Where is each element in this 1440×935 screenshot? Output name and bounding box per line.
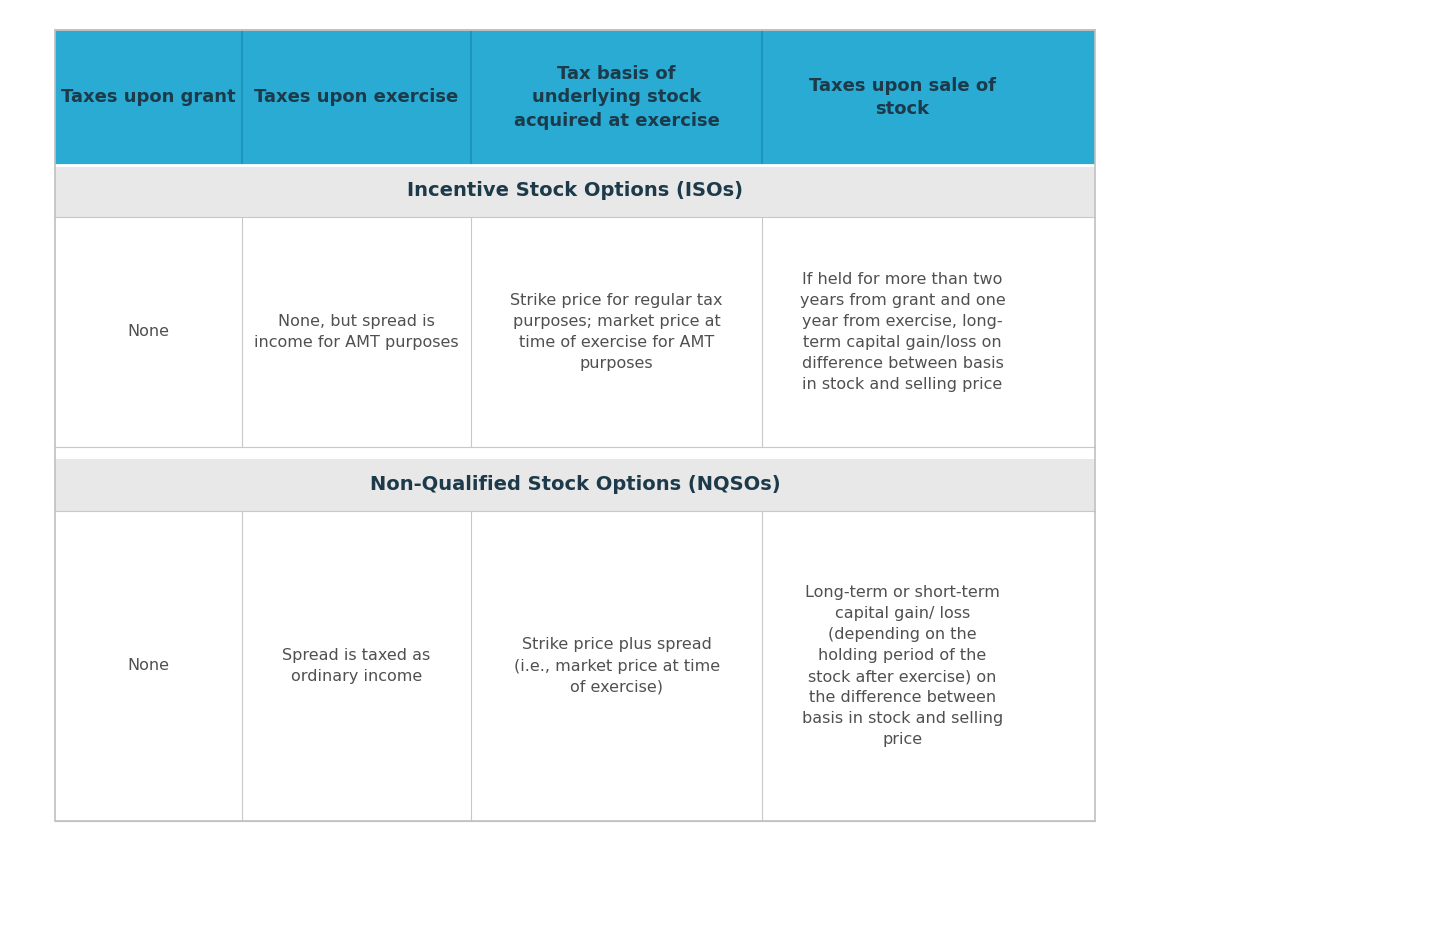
Text: Strike price plus spread
(i.e., market price at time
of exercise): Strike price plus spread (i.e., market p…	[514, 638, 720, 695]
Bar	[55, 447, 1094, 459]
Text: Tax basis of
underlying stock
acquired at exercise: Tax basis of underlying stock acquired a…	[514, 65, 720, 130]
Text: None: None	[128, 324, 170, 339]
Bar	[55, 30, 1094, 165]
Text: None, but spread is
income for AMT purposes: None, but spread is income for AMT purpo…	[255, 314, 459, 350]
Bar	[55, 511, 1094, 821]
Text: Taxes upon grant: Taxes upon grant	[62, 89, 236, 107]
Bar	[55, 459, 1094, 511]
Text: If held for more than two
years from grant and one
year from exercise, long-
ter: If held for more than two years from gra…	[799, 272, 1005, 392]
Bar	[55, 30, 1094, 821]
Text: Taxes upon exercise: Taxes upon exercise	[255, 89, 459, 107]
Text: Strike price for regular tax
purposes; market price at
time of exercise for AMT
: Strike price for regular tax purposes; m…	[510, 293, 723, 371]
Text: Long-term or short-term
capital gain/ loss
(depending on the
holding period of t: Long-term or short-term capital gain/ lo…	[802, 585, 1004, 747]
Bar	[55, 217, 1094, 447]
Text: None: None	[128, 658, 170, 673]
Text: Incentive Stock Options (ISOs): Incentive Stock Options (ISOs)	[408, 181, 743, 200]
Text: Spread is taxed as
ordinary income: Spread is taxed as ordinary income	[282, 648, 431, 684]
Text: Taxes upon sale of
stock: Taxes upon sale of stock	[809, 77, 996, 119]
Text: Non-Qualified Stock Options (NQSOs): Non-Qualified Stock Options (NQSOs)	[370, 476, 780, 495]
Bar	[55, 165, 1094, 217]
